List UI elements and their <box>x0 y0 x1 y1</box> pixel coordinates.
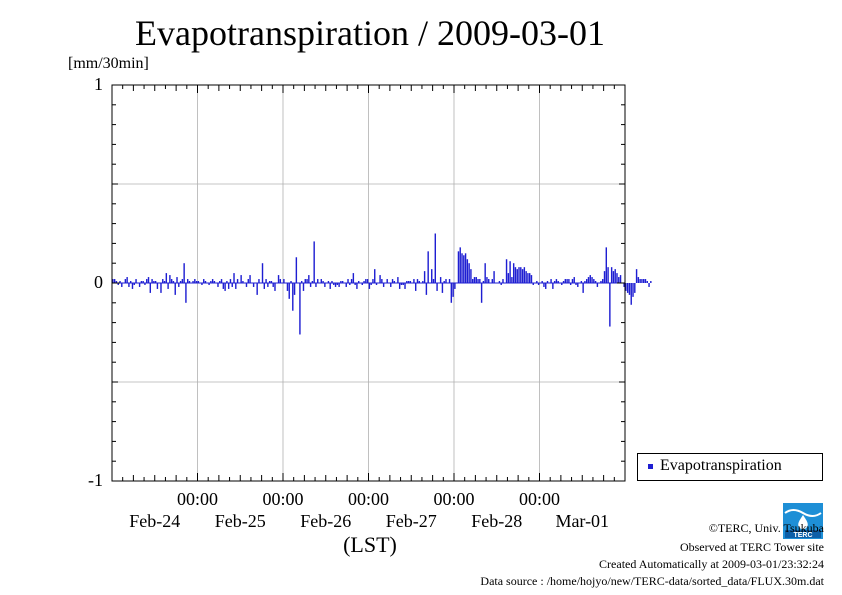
y-tick-label: -1 <box>88 470 103 490</box>
site-text: Observed at TERC Tower site <box>679 540 824 554</box>
x-date-label: Mar-01 <box>555 511 610 531</box>
axes <box>111 84 626 482</box>
x-date-label: Feb-26 <box>300 511 352 531</box>
x-date-label: Feb-25 <box>214 511 266 531</box>
y-axis-unit-label: [mm/30min] <box>68 55 149 72</box>
terc-logo: TERC <box>783 503 823 539</box>
bar-series-evapotranspiration <box>112 233 652 335</box>
y-tick-label: 1 <box>94 74 103 94</box>
legend: Evapotranspiration <box>637 453 823 481</box>
data-source-text: Data source : /home/hojyo/new/TERC-data/… <box>480 574 824 588</box>
y-tick-label: 0 <box>94 272 103 292</box>
chart-title: Evapotranspiration / 2009-03-01 <box>135 13 605 53</box>
x-date-label: Feb-24 <box>129 511 181 531</box>
legend-swatch <box>648 464 653 469</box>
legend-label: Evapotranspiration <box>660 457 782 474</box>
x-date-label: Feb-28 <box>471 511 523 531</box>
x-time-label: 00:00 <box>518 489 560 509</box>
x-time-label: 00:00 <box>176 489 218 509</box>
x-time-label: 00:00 <box>433 489 475 509</box>
created-text: Created Automatically at 2009-03-01/23:3… <box>599 557 824 571</box>
x-time-label: 00:00 <box>262 489 304 509</box>
copyright-text: ©TERC, Univ. Tsukuba <box>708 521 824 535</box>
x-time-label: 00:00 <box>347 489 389 509</box>
x-axis-label: (LST) <box>343 532 397 557</box>
logo-text: TERC <box>793 532 812 539</box>
x-date-label: Feb-27 <box>385 511 437 531</box>
